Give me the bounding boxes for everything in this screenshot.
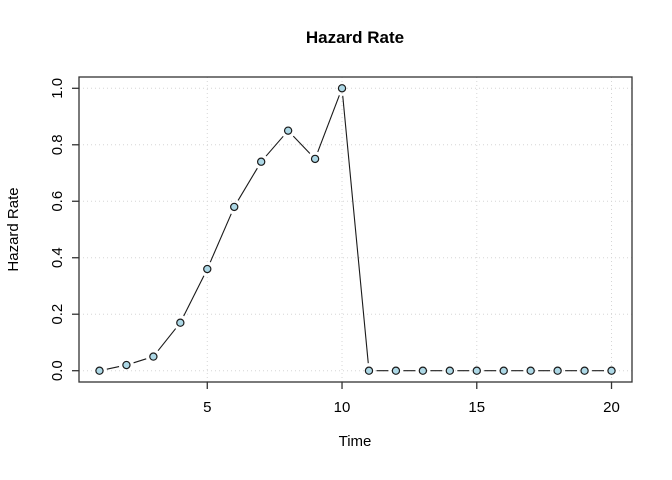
series-segment xyxy=(183,275,205,317)
series-segment xyxy=(292,135,311,154)
data-point xyxy=(122,360,131,370)
x-axis-label: Time xyxy=(339,433,372,450)
series-segment xyxy=(342,95,369,364)
series-segment xyxy=(209,213,232,263)
data-point xyxy=(256,157,266,166)
data-point xyxy=(607,366,616,375)
data-point xyxy=(364,366,374,375)
axis-ticks xyxy=(72,87,613,389)
data-point xyxy=(310,154,320,164)
y-tick-label: 1.0 xyxy=(49,78,66,99)
series-segment xyxy=(133,358,147,364)
x-tick-label: 10 xyxy=(334,399,351,416)
series-segment xyxy=(106,366,120,370)
x-tick-label: 20 xyxy=(603,399,620,416)
series-segment xyxy=(237,167,258,201)
x-tick-label: 15 xyxy=(468,399,485,416)
data-point xyxy=(445,366,455,375)
series-segment xyxy=(157,328,177,352)
y-axis-label: Hazard Rate xyxy=(5,187,22,271)
data-point xyxy=(230,202,239,212)
data-series xyxy=(95,84,616,375)
series-segment xyxy=(317,95,340,153)
series-segment xyxy=(265,135,284,157)
data-point xyxy=(553,366,562,375)
data-point xyxy=(176,318,185,327)
data-point xyxy=(580,366,589,375)
chart-title: Hazard Rate xyxy=(306,28,404,47)
data-point xyxy=(95,366,104,375)
y-tick-label: 0.8 xyxy=(49,134,66,155)
y-tick-label: 0.4 xyxy=(49,247,66,268)
data-point xyxy=(499,366,508,375)
data-point xyxy=(203,264,212,274)
plot-frame xyxy=(78,76,633,383)
data-point xyxy=(391,366,401,375)
y-tick-label: 0.2 xyxy=(49,304,66,325)
x-tick-label: 5 xyxy=(203,399,211,416)
y-tick-labels: 0.0 0.2 0.4 0.6 0.8 1.0 xyxy=(49,78,66,381)
y-tick-label: 0.0 xyxy=(49,360,66,381)
x-tick-labels: 5 10 15 20 xyxy=(203,399,620,416)
data-point xyxy=(337,84,347,93)
data-point xyxy=(283,126,293,135)
y-tick-label: 0.6 xyxy=(49,191,66,212)
data-point xyxy=(472,366,481,375)
data-point xyxy=(526,366,535,375)
data-point xyxy=(149,352,158,361)
data-point xyxy=(418,366,428,375)
